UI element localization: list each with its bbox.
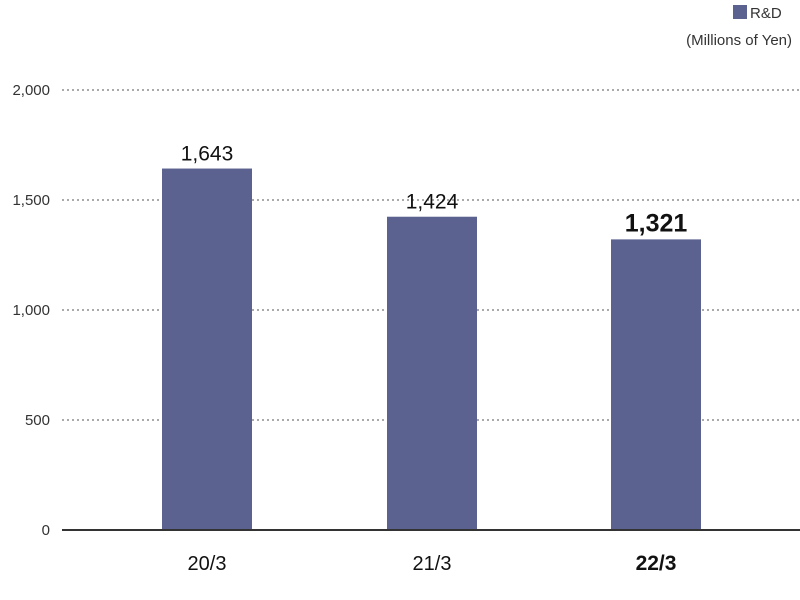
bar <box>387 216 477 530</box>
y-tick-label: 1,000 <box>12 302 50 319</box>
bar <box>162 168 252 531</box>
data-label: 1,643 <box>181 143 234 166</box>
x-tick-label: 22/3 <box>636 552 677 575</box>
unit-label: (Millions of Yen) <box>686 32 792 49</box>
y-tick-label: 0 <box>42 522 50 539</box>
y-tick-label: 1,500 <box>12 192 50 209</box>
x-tick-label: 21/3 <box>413 553 452 575</box>
data-label: 1,424 <box>406 191 459 214</box>
data-label: 1,321 <box>625 209 688 237</box>
legend: R&D <box>733 5 782 22</box>
data-labels: 1,643 1,424 1,321 <box>181 143 688 238</box>
y-axis-tick-labels: 0 500 1,000 1,500 2,000 <box>12 82 50 539</box>
x-axis-tick-labels: 20/3 21/3 22/3 <box>188 552 677 575</box>
x-tick-label: 20/3 <box>188 553 227 575</box>
y-tick-label: 500 <box>25 412 50 429</box>
bar <box>611 239 701 530</box>
legend-swatch-rnd <box>733 5 747 19</box>
bars <box>162 168 701 531</box>
legend-label-rnd: R&D <box>750 5 782 22</box>
y-tick-label: 2,000 <box>12 82 50 99</box>
